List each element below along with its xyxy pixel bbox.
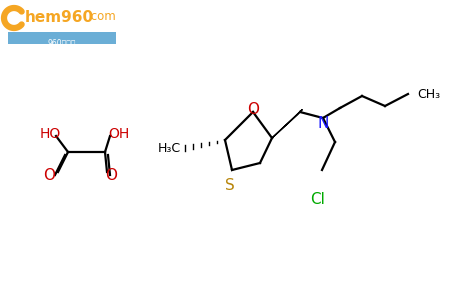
Polygon shape (272, 109, 302, 138)
Text: Cl: Cl (310, 192, 326, 207)
Text: 960化工网: 960化工网 (48, 38, 76, 47)
Text: OH: OH (108, 127, 129, 141)
Text: S: S (225, 178, 235, 193)
Text: H₃C: H₃C (158, 142, 181, 154)
Text: O: O (105, 168, 117, 183)
Text: N: N (317, 116, 328, 131)
Text: O: O (247, 102, 259, 117)
Text: O: O (43, 168, 55, 183)
FancyBboxPatch shape (8, 32, 116, 44)
Text: HO: HO (40, 127, 61, 141)
Text: CH₃: CH₃ (417, 88, 440, 100)
Text: .com: .com (88, 10, 117, 23)
Text: hem960: hem960 (25, 10, 94, 25)
